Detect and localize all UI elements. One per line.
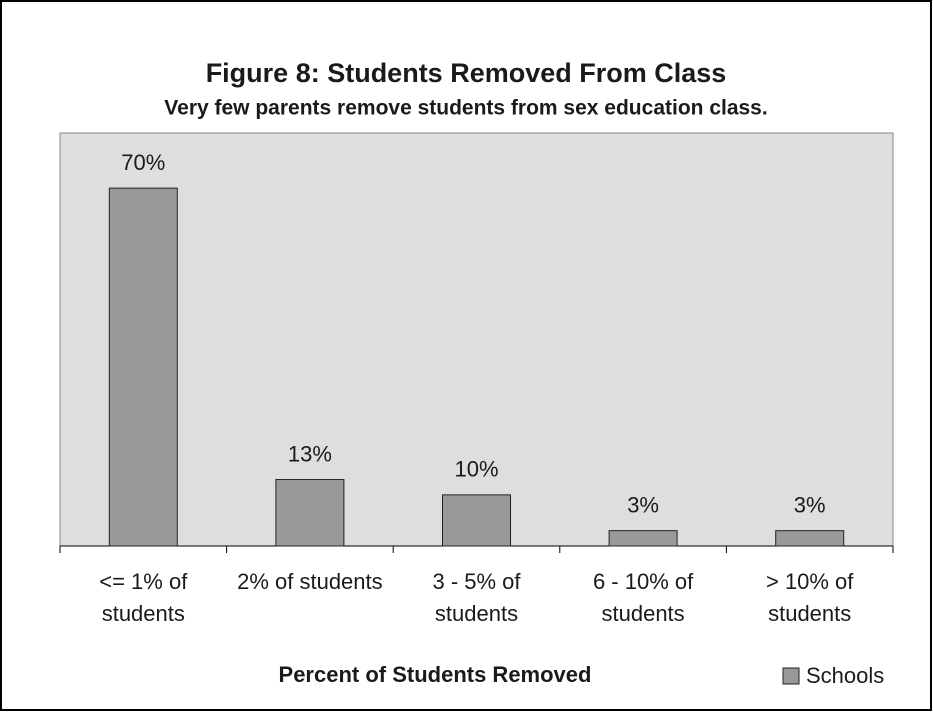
x-tick-label: 3 - 5% of students bbox=[432, 569, 521, 626]
bar bbox=[442, 494, 511, 547]
chart-title: Figure 8: Students Removed From Class bbox=[206, 58, 727, 88]
x-axis-label: Percent of Students Removed bbox=[279, 662, 592, 687]
data-label: 70% bbox=[121, 150, 165, 175]
x-tick-label: 2% of students bbox=[237, 569, 383, 594]
data-label: 3% bbox=[794, 492, 826, 517]
bar bbox=[275, 479, 345, 547]
data-label: 10% bbox=[454, 457, 498, 482]
bar bbox=[108, 187, 178, 547]
x-tick-label: <= 1% of students bbox=[99, 569, 188, 626]
legend-label: Schools bbox=[806, 663, 884, 688]
data-label: 13% bbox=[288, 441, 332, 466]
x-tick-label: 6 - 10% of students bbox=[592, 569, 694, 626]
data-label: 3% bbox=[627, 492, 659, 517]
bar bbox=[775, 530, 845, 547]
bar bbox=[608, 530, 678, 547]
x-tick-label: > 10% of students bbox=[765, 569, 854, 626]
plot-area bbox=[59, 132, 894, 547]
chart-subtitle: Very few parents remove students from se… bbox=[164, 97, 767, 120]
legend-swatch bbox=[782, 667, 800, 685]
